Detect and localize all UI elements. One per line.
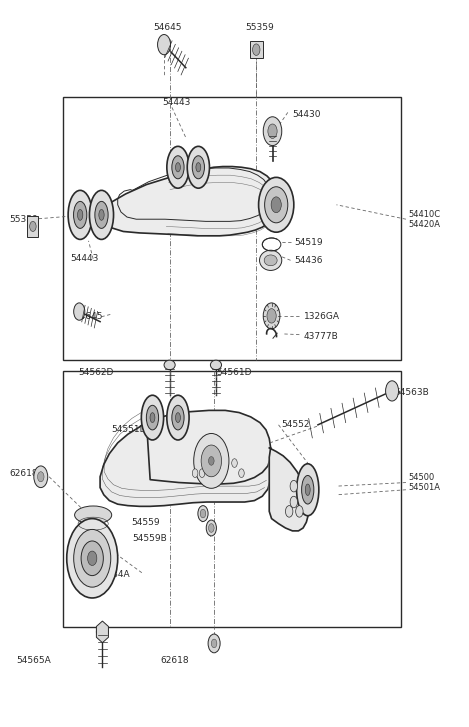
Circle shape [201,445,221,477]
Ellipse shape [302,475,314,504]
Circle shape [290,497,297,507]
Circle shape [158,34,171,55]
Ellipse shape [305,484,310,496]
Ellipse shape [175,163,181,172]
Text: 54500
54501A: 54500 54501A [408,473,440,492]
Ellipse shape [296,464,319,515]
Circle shape [267,309,276,323]
Ellipse shape [172,406,184,430]
Ellipse shape [259,250,282,270]
Ellipse shape [175,413,181,422]
Circle shape [198,505,208,521]
Text: 54565A: 54565A [17,656,52,665]
Text: 54519: 54519 [295,238,323,246]
Text: 54559: 54559 [132,518,160,527]
Ellipse shape [187,146,210,188]
Ellipse shape [192,156,204,179]
Text: 54551D: 54551D [112,425,147,434]
Circle shape [386,381,399,401]
Circle shape [295,505,303,517]
Ellipse shape [97,627,108,637]
Circle shape [30,222,36,231]
Circle shape [258,177,294,232]
Ellipse shape [75,506,112,524]
Polygon shape [146,411,271,484]
Text: 54443: 54443 [163,98,191,108]
Circle shape [265,187,288,222]
Text: 54559B: 54559B [133,534,167,542]
Ellipse shape [196,163,201,172]
Ellipse shape [77,209,83,220]
Ellipse shape [264,255,277,266]
Circle shape [268,124,277,138]
Text: 54645: 54645 [75,312,103,321]
Ellipse shape [90,190,113,239]
Circle shape [239,469,244,478]
Ellipse shape [141,395,164,440]
Text: 54436: 54436 [295,256,323,265]
Ellipse shape [164,360,175,370]
Circle shape [88,551,97,566]
Circle shape [200,509,206,518]
Circle shape [206,520,216,536]
Ellipse shape [68,190,92,239]
Text: 54443: 54443 [70,254,98,263]
FancyBboxPatch shape [250,41,263,58]
Ellipse shape [211,360,221,370]
Circle shape [290,481,297,492]
Circle shape [209,523,214,532]
Circle shape [212,639,217,648]
Circle shape [38,472,44,482]
Polygon shape [100,421,271,506]
Ellipse shape [167,146,189,188]
Ellipse shape [95,201,108,228]
Circle shape [192,469,198,478]
Text: 54561D: 54561D [216,368,251,377]
Ellipse shape [74,201,87,228]
Circle shape [271,197,281,213]
Ellipse shape [146,406,159,430]
Ellipse shape [167,395,189,440]
Circle shape [199,469,205,478]
Ellipse shape [99,209,104,220]
Circle shape [34,466,48,488]
Text: 54552: 54552 [281,420,310,430]
Circle shape [81,541,103,576]
Text: 55359: 55359 [10,214,38,224]
Ellipse shape [150,413,155,422]
FancyBboxPatch shape [27,217,38,236]
Text: 54562D: 54562D [79,368,114,377]
Text: 54563B: 54563B [394,388,429,397]
Circle shape [67,518,118,598]
Text: 54584A: 54584A [96,570,130,579]
Circle shape [263,303,280,329]
Text: 62618: 62618 [160,656,189,665]
Circle shape [286,505,293,517]
Text: 62618: 62618 [10,469,38,478]
Circle shape [208,634,220,653]
Circle shape [194,433,229,489]
Polygon shape [269,448,309,531]
Text: 54410C
54420A: 54410C 54420A [408,209,440,229]
Text: 54430: 54430 [293,110,321,119]
Text: 43777B: 43777B [304,332,339,340]
Bar [63,371,401,627]
Circle shape [74,303,85,320]
Circle shape [263,117,282,145]
Text: 1326GA: 1326GA [304,312,340,321]
Text: 55359: 55359 [246,23,274,32]
Bar [63,97,401,360]
Circle shape [209,457,214,465]
Polygon shape [102,166,278,236]
Circle shape [232,459,237,467]
Ellipse shape [172,156,184,179]
Text: 54645: 54645 [153,23,182,32]
Polygon shape [79,205,93,225]
Circle shape [74,529,111,587]
Circle shape [253,44,260,55]
